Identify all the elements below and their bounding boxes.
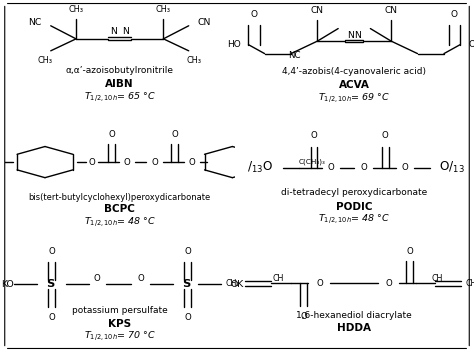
Text: O: O [406,246,413,256]
Text: S: S [182,279,191,289]
Text: bis(tert-butylcyclohexyl)peroxydicarbonate: bis(tert-butylcyclohexyl)peroxydicarbona… [28,193,211,202]
Text: O: O [93,275,100,283]
Text: NC: NC [28,19,42,27]
Text: O: O [89,158,95,166]
Text: NC: NC [288,51,301,60]
Text: $\mathit{/\!\!/}_{13}$O: $\mathit{/\!\!/}_{13}$O [247,160,273,175]
Text: O: O [184,246,191,256]
Text: CH₃: CH₃ [69,5,83,13]
Text: O: O [451,10,458,19]
Text: di-tetradecyl peroxydicarbonate: di-tetradecyl peroxydicarbonate [281,188,428,197]
Text: $T_{1/2, 10h}$= 65 °C: $T_{1/2, 10h}$= 65 °C [84,90,156,104]
Text: CN: CN [384,6,398,15]
Text: AIBN: AIBN [105,79,134,89]
Text: CN: CN [198,19,211,27]
Text: O: O [301,312,307,321]
Text: O: O [382,131,389,140]
Text: O$\mathit{/\!\!/}_{13}$: O$\mathit{/\!\!/}_{13}$ [439,160,465,175]
Text: O: O [123,158,130,166]
Text: O: O [48,313,55,322]
Text: potassium persulfate: potassium persulfate [72,306,168,315]
Text: KPS: KPS [108,319,131,329]
Text: O: O [172,130,178,139]
Text: O: O [328,163,335,172]
Text: 1,6-hexanediol diacrylate: 1,6-hexanediol diacrylate [296,310,412,320]
Text: CH: CH [431,275,443,283]
Text: OK: OK [230,280,243,289]
Text: O: O [189,158,196,166]
Text: HO: HO [227,40,240,49]
Text: OH: OH [468,40,474,49]
Text: O: O [317,279,323,288]
Text: $T_{1/2, 10h}$= 69 °C: $T_{1/2, 10h}$= 69 °C [318,91,390,105]
Text: α,α’-azoisobutylronitrile: α,α’-azoisobutylronitrile [66,66,173,75]
Text: $T_{1/2, 10h}$= 48 °C: $T_{1/2, 10h}$= 48 °C [318,213,390,226]
Text: O: O [360,163,367,172]
Text: N: N [110,27,118,36]
Text: CH₃: CH₃ [187,56,202,65]
Text: N: N [122,27,129,36]
Text: CH₃: CH₃ [156,5,171,13]
Text: O: O [184,313,191,322]
Text: O: O [48,246,55,256]
Text: O: O [310,131,318,140]
Text: CN: CN [311,6,324,15]
Text: KO: KO [1,280,14,289]
Text: CH₃: CH₃ [37,56,53,65]
Text: CH₂: CH₂ [226,279,240,288]
Text: CH₂: CH₂ [466,279,474,288]
Text: O: O [401,163,408,172]
Text: CH: CH [273,275,284,283]
Text: O: O [152,158,159,166]
Text: N: N [354,31,361,40]
Text: 4,4’-azobis(4-cyanovaleric acid): 4,4’-azobis(4-cyanovaleric acid) [283,67,426,76]
Text: HDDA: HDDA [337,323,371,333]
Text: O: O [108,130,115,139]
Text: O: O [137,275,144,283]
Text: O: O [385,279,392,288]
Text: $T_{1/2, 10h}$= 48 °C: $T_{1/2, 10h}$= 48 °C [84,215,156,228]
Text: PODIC: PODIC [336,202,373,212]
Text: S: S [46,279,55,289]
Text: N: N [347,31,354,40]
Text: C(CH₃)₃: C(CH₃)₃ [299,159,326,165]
Text: $T_{1/2, 10h}$= 70 °C: $T_{1/2, 10h}$= 70 °C [84,329,156,343]
Text: O: O [251,10,258,19]
Text: ACVA: ACVA [339,80,370,90]
Text: BCPC: BCPC [104,205,135,214]
